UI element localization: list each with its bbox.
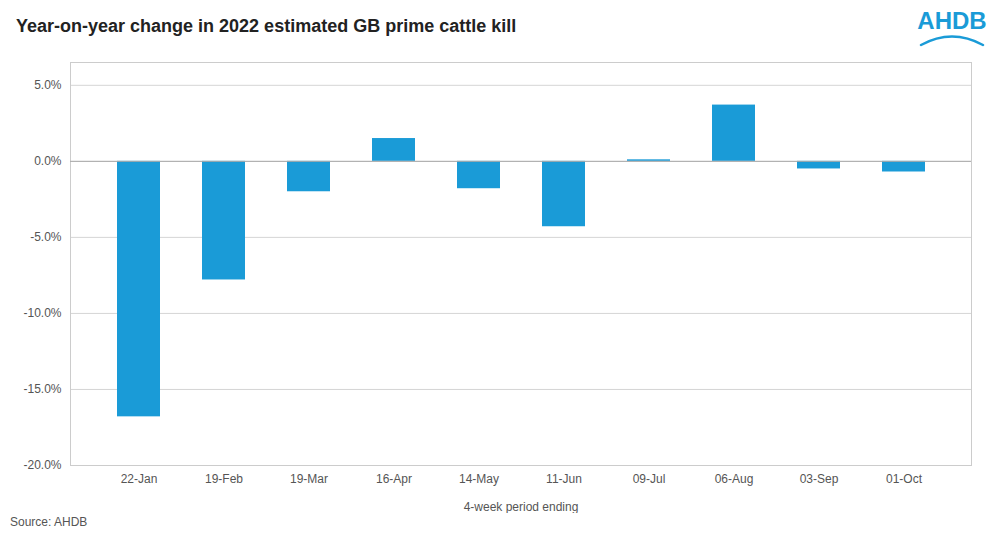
svg-text:06-Aug: 06-Aug: [715, 472, 754, 486]
html-text:Source: AHDB: Source: AHDB: [10, 515, 88, 529]
svg-text:19-Feb: 19-Feb: [205, 472, 243, 486]
html-text:AHDB: AHDB: [917, 7, 987, 34]
html-text:Year-on-year change in 2022 es: Year-on-year change in 2022 estimated GB…: [16, 16, 517, 36]
svg-text:09-Jul: 09-Jul: [633, 472, 666, 486]
svg-text:-15.0%: -15.0%: [23, 382, 61, 396]
svg-text:-10.0%: -10.0%: [23, 306, 61, 320]
svg-text:-5.0%: -5.0%: [30, 230, 62, 244]
svg-text:03-Sep: 03-Sep: [800, 472, 839, 486]
svg-text:19-Mar: 19-Mar: [290, 472, 328, 486]
svg-text:14-May: 14-May: [459, 472, 499, 486]
svg-text:0.0%: 0.0%: [34, 154, 62, 168]
svg-text:01-Oct: 01-Oct: [886, 472, 923, 486]
svg-text:-20.0%: -20.0%: [23, 458, 61, 472]
svg-text:5.0%: 5.0%: [34, 78, 62, 92]
svg-text:22-Jan: 22-Jan: [121, 472, 158, 486]
svg-text:4-week period ending: 4-week period ending: [464, 500, 579, 514]
svg-text:16-Apr: 16-Apr: [376, 472, 412, 486]
svg-text:11-Jun: 11-Jun: [546, 472, 582, 486]
